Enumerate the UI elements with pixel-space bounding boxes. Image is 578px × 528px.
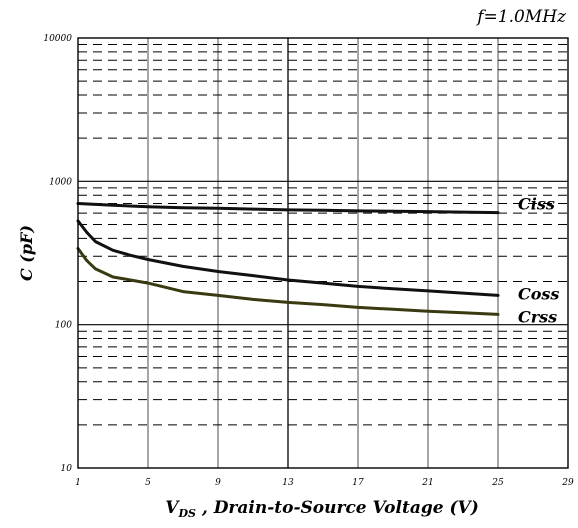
frequency-annotation: f=1.0MHz: [475, 7, 567, 27]
series-line-crss: [76, 247, 500, 316]
x-tick-label: 13: [282, 478, 294, 488]
y-tick-labels: 10 100 1000 10000: [43, 34, 72, 474]
x-tick-label: 5: [145, 478, 151, 488]
x-tick-labels: 1 5 9 13 17 21 25 29: [75, 478, 574, 488]
x-axis-label-rest: , Drain-to-Source Voltage (V): [196, 498, 479, 518]
y-tick-label: 10000: [43, 34, 72, 44]
x-tick-label: 1: [75, 478, 81, 488]
x-tick-label: 25: [491, 478, 504, 488]
x-axis-label-main: V: [165, 498, 180, 518]
series-labels: Ciss Coss Crss: [518, 195, 559, 327]
series-lines: [76, 202, 500, 316]
y-tick-label: 100: [55, 321, 72, 331]
x-axis-label: VDS , Drain-to-Source Voltage (V): [165, 498, 479, 520]
plot-frame: [77, 37, 569, 469]
y-tick-label: 10: [61, 464, 73, 474]
series-label-crss: Crss: [518, 307, 557, 326]
y-tick-label: 1000: [49, 177, 72, 187]
plot-background: [78, 38, 568, 468]
series-label-ciss: Ciss: [518, 195, 555, 214]
series-line-coss: [76, 219, 500, 297]
x-tick-label: 9: [215, 478, 221, 488]
x-tick-label: 29: [561, 478, 574, 488]
x-tick-label: 17: [352, 478, 364, 488]
y-axis-label: C (pF): [17, 225, 36, 281]
x-axis-label-sub: DS: [177, 507, 196, 520]
grid: [78, 38, 568, 468]
series-label-coss: Coss: [518, 284, 559, 303]
series-line-ciss: [76, 202, 500, 215]
x-tick-label: 21: [421, 478, 433, 488]
